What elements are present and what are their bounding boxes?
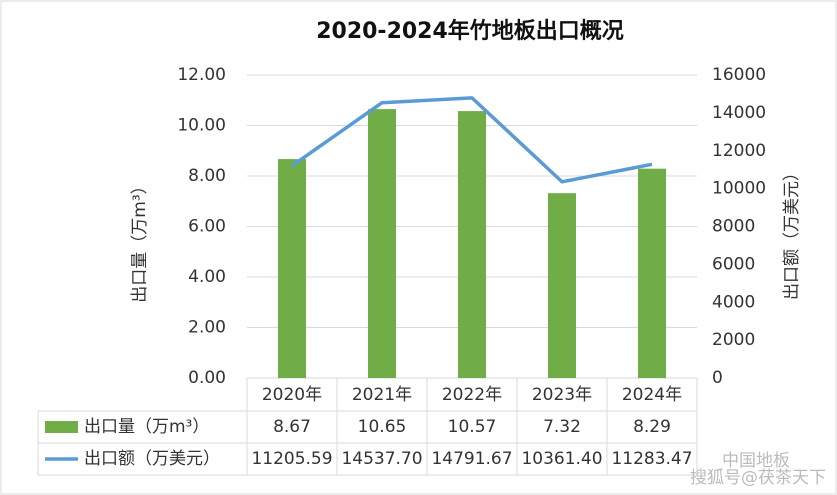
y-tick-label: 2.00	[188, 318, 226, 338]
y2-tick-label: 4000	[712, 292, 755, 312]
y2-tick-label: 12000	[712, 141, 766, 161]
x-tick-label: 2021年	[352, 385, 412, 405]
line	[290, 96, 653, 184]
y2-tick-label: 16000	[712, 65, 766, 85]
y2-tick-label: 14000	[712, 103, 766, 123]
chart-title: 2020-2024年竹地板出口概况	[316, 18, 624, 44]
table-value: 8.29	[633, 417, 671, 437]
x-tick-label: 2023年	[532, 385, 592, 405]
table-value: 7.32	[543, 417, 581, 437]
table-value: 10.57	[448, 417, 497, 437]
table-value: 11205.59	[251, 449, 332, 469]
bar	[278, 159, 306, 378]
y2-tick-label: 6000	[712, 254, 755, 274]
bar	[548, 193, 576, 378]
x-tick-label: 2022年	[442, 385, 502, 405]
table-value: 14791.67	[431, 449, 512, 469]
y-tick-label: 10.00	[177, 116, 226, 136]
y-tick-label: 6.00	[188, 217, 226, 237]
x-tick-label: 2024年	[622, 385, 682, 405]
y2-axis-title: 出口额（万美元）	[782, 164, 802, 300]
watermark: 搜狐号@茯茶天下	[690, 468, 826, 488]
y2-tick-label: 8000	[712, 217, 755, 237]
y-tick-label: 0.00	[188, 368, 226, 388]
table-value: 10.65	[358, 417, 407, 437]
y-axis-title: 出口量（万m³）	[130, 177, 150, 302]
table-grid	[37, 378, 698, 476]
bar	[638, 168, 666, 378]
table-value: 11283.47	[611, 449, 692, 469]
x-tick-label: 2020年	[262, 385, 322, 405]
legend-label: 出口量（万m³）	[84, 417, 209, 437]
bar	[368, 109, 396, 379]
y-tick-label: 8.00	[188, 166, 226, 186]
table-value: 8.67	[273, 417, 311, 437]
legend-label: 出口额（万美元）	[84, 449, 220, 469]
table-value: 10361.40	[521, 449, 602, 469]
watermark: 中国地板	[722, 451, 790, 471]
y2-tick-label: 0	[712, 368, 723, 388]
table-value: 14537.70	[341, 449, 422, 469]
y-tick-label: 4.00	[188, 267, 226, 287]
y-tick-label: 12.00	[177, 65, 226, 85]
y2-tick-label: 10000	[712, 179, 766, 199]
bar	[458, 111, 486, 379]
legend-swatch	[45, 421, 78, 433]
y2-tick-label: 2000	[712, 330, 755, 350]
